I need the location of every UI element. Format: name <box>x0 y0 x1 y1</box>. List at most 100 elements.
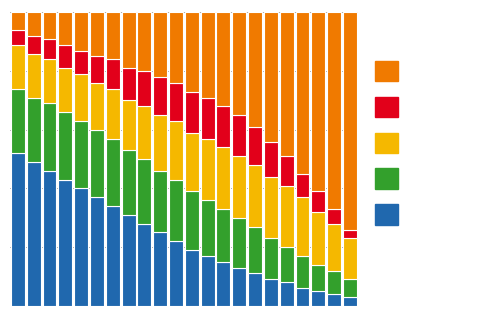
Bar <box>280 12 294 156</box>
Bar <box>90 56 104 83</box>
Bar <box>327 209 341 224</box>
Bar <box>58 112 72 180</box>
Bar <box>264 12 278 142</box>
Bar <box>43 12 57 39</box>
Bar <box>153 115 167 171</box>
Bar <box>248 274 262 306</box>
Bar <box>201 98 215 139</box>
Bar <box>169 180 183 241</box>
Bar <box>248 165 262 227</box>
Bar <box>217 262 231 306</box>
Bar <box>90 197 104 306</box>
Bar <box>217 209 231 262</box>
Bar <box>343 279 357 297</box>
Bar <box>43 103 57 171</box>
Bar <box>296 174 310 197</box>
Bar <box>327 271 341 294</box>
Bar <box>90 130 104 197</box>
Bar <box>185 133 199 191</box>
Bar <box>343 297 357 306</box>
Bar <box>169 121 183 180</box>
Bar <box>201 139 215 200</box>
Bar <box>185 250 199 306</box>
Bar <box>122 100 136 150</box>
Bar <box>153 77 167 115</box>
Bar <box>311 291 325 306</box>
Bar <box>153 171 167 232</box>
Bar <box>153 232 167 306</box>
Bar <box>343 238 357 279</box>
Bar <box>232 218 246 268</box>
Bar <box>58 180 72 306</box>
Bar <box>327 224 341 271</box>
Bar <box>280 186 294 247</box>
Bar <box>106 139 120 206</box>
Bar <box>27 54 41 98</box>
Bar <box>74 188 88 306</box>
Bar <box>58 12 72 45</box>
Bar <box>185 12 199 92</box>
Bar <box>343 230 357 238</box>
Bar <box>122 215 136 306</box>
Bar <box>153 12 167 77</box>
Bar <box>122 150 136 215</box>
Bar <box>11 153 25 306</box>
Bar <box>201 256 215 306</box>
Bar <box>74 74 88 121</box>
Bar <box>11 30 25 45</box>
Bar <box>217 147 231 209</box>
Bar <box>43 39 57 59</box>
Bar <box>137 106 151 159</box>
Bar <box>264 177 278 238</box>
Bar <box>232 156 246 218</box>
Bar <box>122 68 136 100</box>
Bar <box>185 191 199 250</box>
Bar <box>137 71 151 106</box>
Bar <box>27 162 41 306</box>
Bar <box>43 171 57 306</box>
Bar <box>169 83 183 121</box>
Bar <box>58 45 72 68</box>
Bar <box>58 68 72 112</box>
Bar <box>217 106 231 147</box>
Bar <box>43 59 57 103</box>
Bar <box>296 12 310 174</box>
Bar <box>169 12 183 83</box>
Bar <box>311 12 325 191</box>
Bar <box>248 127 262 165</box>
Bar <box>201 200 215 256</box>
Bar <box>296 197 310 256</box>
Bar <box>311 265 325 291</box>
Bar <box>137 12 151 71</box>
Bar <box>106 206 120 306</box>
Bar <box>201 12 215 98</box>
Bar <box>232 268 246 306</box>
Bar <box>248 12 262 127</box>
Bar <box>74 51 88 74</box>
Bar <box>343 12 357 230</box>
Bar <box>122 12 136 68</box>
Bar <box>327 12 341 209</box>
Bar <box>137 159 151 224</box>
Bar <box>90 83 104 130</box>
Bar <box>27 36 41 54</box>
Bar <box>11 89 25 153</box>
Bar <box>106 59 120 89</box>
Bar <box>280 156 294 186</box>
Bar <box>311 191 325 212</box>
Bar <box>90 12 104 56</box>
Bar <box>311 212 325 265</box>
Bar <box>11 45 25 89</box>
Bar <box>169 241 183 306</box>
Bar <box>296 288 310 306</box>
Bar <box>137 224 151 306</box>
Bar <box>232 12 246 115</box>
Bar <box>106 89 120 139</box>
Bar <box>264 238 278 279</box>
Bar <box>296 256 310 288</box>
Bar <box>27 12 41 36</box>
Bar <box>74 121 88 188</box>
Bar <box>232 115 246 156</box>
Bar <box>217 12 231 106</box>
Bar <box>11 12 25 30</box>
